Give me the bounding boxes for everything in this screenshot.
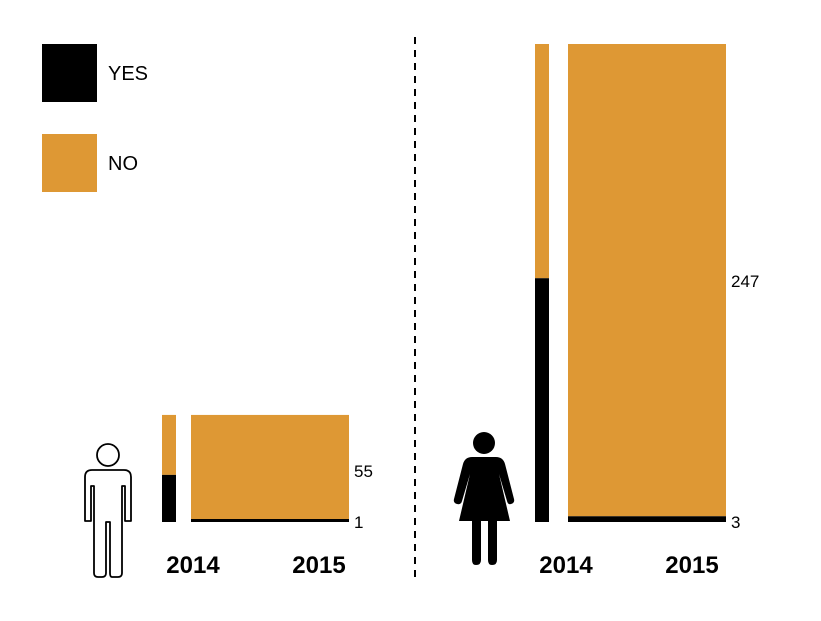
men-year-2014-label: 2014: [166, 552, 220, 579]
women-2014-no-bar: [535, 44, 549, 279]
women-2015-no-value-label: 247: [731, 272, 759, 291]
man-icon: [84, 443, 132, 578]
men-2015-yes-bar: [191, 519, 349, 522]
women-2015-yes-bar: [568, 516, 726, 522]
legend-label-no: NO: [108, 153, 138, 175]
women-2015-yes-value-label: 3: [731, 513, 740, 532]
women-2014-yes-bar: [535, 278, 549, 522]
men-2015-no-bar: [191, 414, 349, 519]
men-2015-yes-value-label: 1: [354, 513, 363, 532]
women-year-2015-label: 2015: [665, 552, 718, 579]
men-year-2015-label: 2015: [292, 552, 345, 579]
men-2014-no-bar: [162, 414, 176, 475]
women-year-2014-label: 2014: [539, 552, 593, 579]
bars-layer: [162, 44, 726, 522]
legend: YES NO: [42, 44, 148, 192]
men-2014-yes-bar: [162, 474, 176, 522]
woman-icon: [453, 432, 515, 565]
women-2015-no-bar: [568, 44, 726, 517]
legend-swatch-yes: [42, 44, 97, 102]
legend-label-yes: YES: [108, 63, 148, 85]
legend-swatch-no: [42, 134, 97, 192]
men-2015-no-value-label: 55: [354, 462, 373, 481]
